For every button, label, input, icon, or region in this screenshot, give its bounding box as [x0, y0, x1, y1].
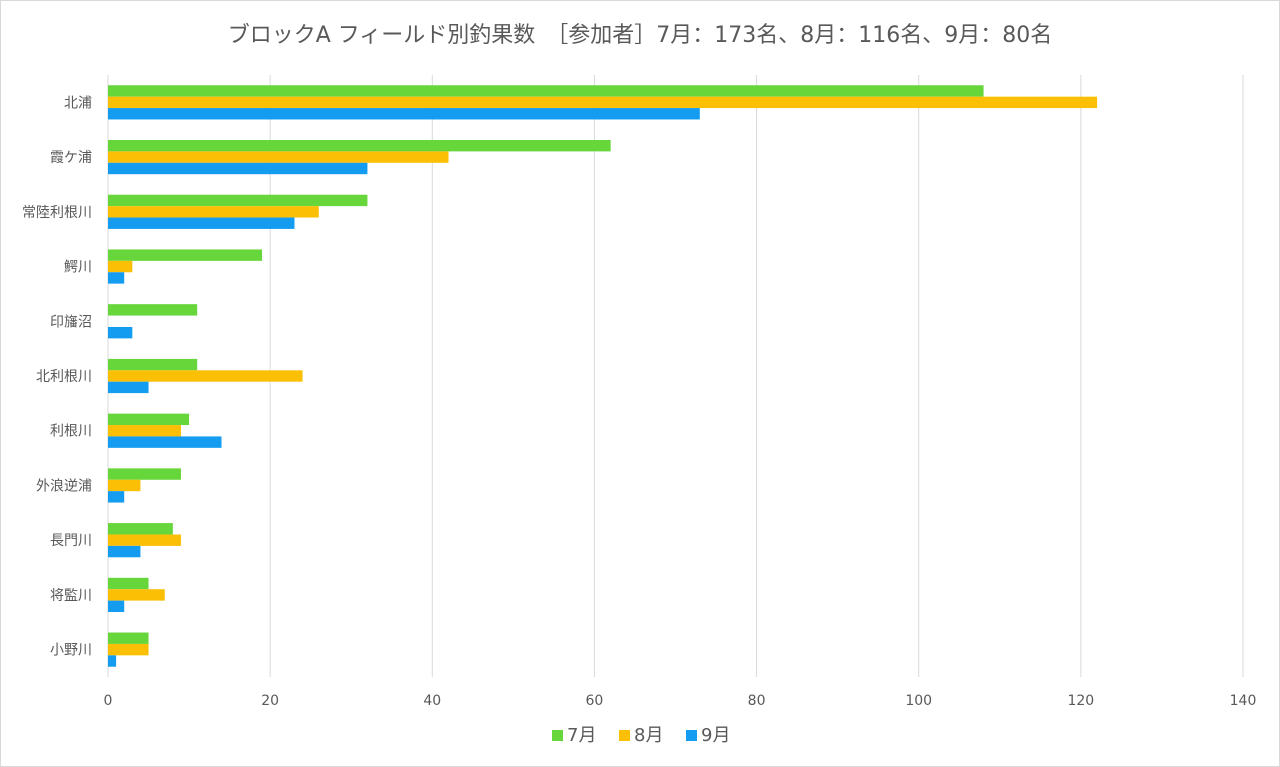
bar-5-9月: [108, 326, 133, 339]
bar-3-9月: [108, 217, 295, 229]
x-tick-label: 0: [104, 693, 113, 709]
bar-6-7月: [108, 358, 198, 371]
legend-swatch-8月: [619, 730, 630, 741]
bar-2-9月: [108, 162, 368, 175]
bar-9-9月: [108, 545, 141, 558]
bar-7-9月: [108, 436, 222, 448]
category-label: 長門川: [50, 533, 92, 549]
bar-5-7月: [108, 304, 198, 316]
bar-10-9月: [108, 600, 125, 613]
x-tick-label: 40: [423, 693, 441, 709]
category-label: 北浦: [64, 95, 92, 111]
bar-1-7月: [108, 85, 984, 97]
gridlines: [107, 75, 1244, 677]
x-tick-label: 120: [1067, 693, 1094, 709]
category-label: 外浪逆浦: [36, 478, 92, 494]
category-label: 印旛沼: [50, 314, 92, 330]
bar-4-8月: [108, 260, 133, 273]
bar-6-9月: [108, 381, 149, 394]
bar-11-9月: [108, 655, 117, 667]
bars: [108, 85, 1098, 667]
legend-swatch-9月: [686, 730, 697, 741]
bar-11-7月: [108, 632, 149, 644]
bar-4-7月: [108, 249, 263, 261]
bar-8-8月: [108, 479, 141, 492]
bar-9-7月: [108, 523, 173, 535]
category-label: 将監川: [50, 587, 92, 604]
bar-7-7月: [108, 413, 190, 426]
legend-swatch-7月: [552, 730, 563, 741]
chart-title: ブロックA フィールド別釣果数 ［参加者］7月：173名、8月：116名、9月：…: [228, 23, 1053, 48]
bar-6-8月: [108, 370, 303, 382]
bar-8-9月: [108, 491, 125, 503]
bar-10-7月: [108, 577, 149, 590]
legend-label-9月: 9月: [701, 725, 730, 746]
bar-3-7月: [108, 194, 368, 207]
category-label: 霞ケ浦: [50, 150, 92, 166]
category-label: 利根川: [50, 424, 92, 440]
bar-11-8月: [108, 643, 149, 656]
x-tick-labels: 0 20 40 60 80 100 120 140: [104, 693, 1257, 709]
bar-4-9月: [108, 272, 125, 284]
bar-8-7月: [108, 468, 181, 480]
bar-3-8月: [108, 206, 319, 218]
legend-label-8月: 8月: [634, 725, 663, 746]
category-label: 小野川: [50, 643, 92, 659]
bar-7-8月: [108, 425, 181, 437]
x-tick-label: 20: [261, 693, 279, 709]
legend: 7月 8月 9月: [552, 725, 730, 746]
bar-10-8月: [108, 589, 165, 601]
bar-1-9月: [108, 108, 700, 120]
bar-2-7月: [108, 139, 611, 152]
x-tick-label: 60: [586, 693, 604, 709]
category-label: 常陸利根川: [22, 205, 92, 221]
bar-1-8月: [108, 96, 1098, 109]
x-tick-label: 140: [1230, 693, 1257, 709]
x-tick-label: 100: [905, 693, 932, 709]
category-label: 鰐川: [64, 260, 92, 276]
legend-label-7月: 7月: [567, 725, 596, 746]
category-label: 北利根川: [36, 369, 92, 385]
bar-2-8月: [108, 151, 449, 163]
x-tick-label: 80: [748, 693, 766, 709]
bar-9-8月: [108, 534, 181, 546]
